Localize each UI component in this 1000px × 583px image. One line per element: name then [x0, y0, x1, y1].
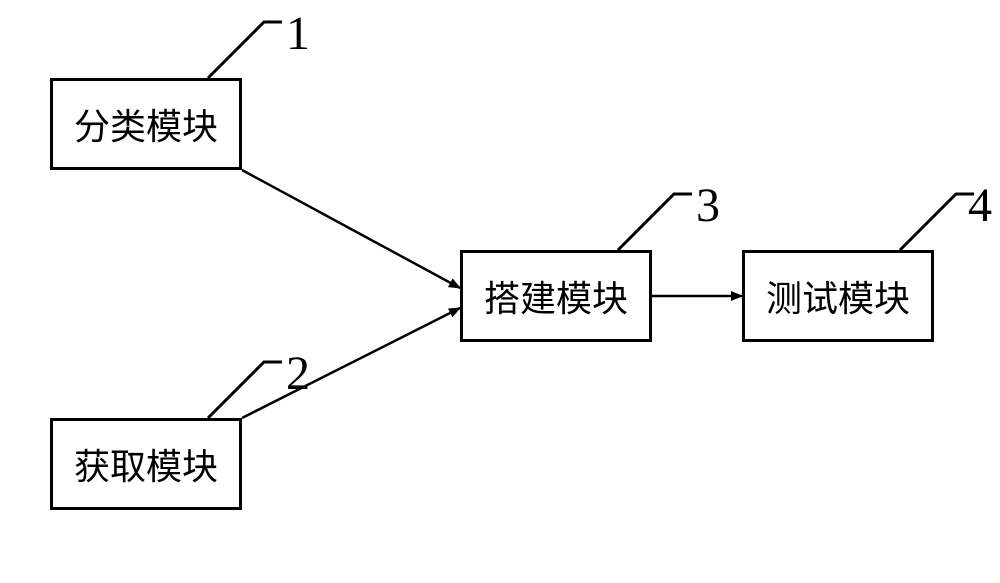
callouts-group [208, 22, 974, 418]
diagram-canvas: 分类模块 获取模块 搭建模块 测试模块 1 2 3 4 [0, 0, 1000, 583]
callout-label-3: 3 [696, 178, 720, 233]
node-build: 搭建模块 [460, 250, 652, 342]
callout-leader [208, 362, 282, 418]
callout-leader [208, 22, 282, 78]
callout-label-2: 2 [286, 346, 310, 401]
node-acquire: 获取模块 [50, 418, 242, 510]
callout-label-1: 1 [286, 6, 310, 61]
node-test: 测试模块 [742, 250, 934, 342]
node-build-label: 搭建模块 [484, 270, 628, 322]
callout-leader [618, 194, 692, 250]
node-classify-label: 分类模块 [74, 98, 218, 150]
node-acquire-label: 获取模块 [74, 438, 218, 490]
callout-leader [900, 194, 974, 250]
callout-label-4: 4 [968, 178, 992, 233]
node-test-label: 测试模块 [766, 270, 910, 322]
edge-arrow [242, 308, 460, 418]
edge-arrow [242, 170, 460, 288]
node-classify: 分类模块 [50, 78, 242, 170]
